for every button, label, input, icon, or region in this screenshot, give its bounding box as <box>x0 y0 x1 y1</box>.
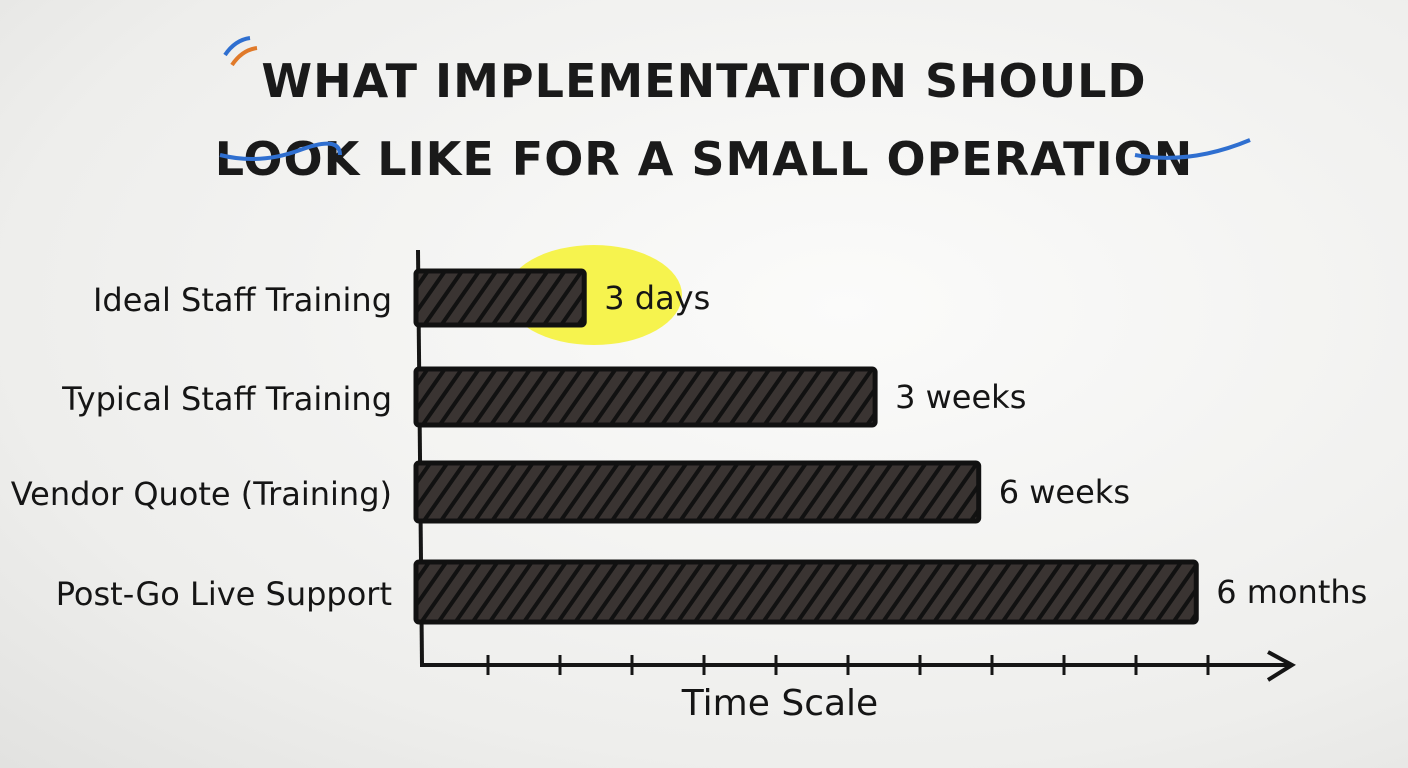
chart-title: WHAT IMPLEMENTATION SHOULD LOOK LIKE FOR… <box>214 54 1194 186</box>
value-label: 3 days <box>604 279 710 317</box>
bar <box>413 366 878 428</box>
axis-arrow <box>1266 650 1296 682</box>
category-label: Typical Staff Training <box>61 380 392 418</box>
bar <box>413 559 1199 625</box>
value-label: 3 weeks <box>895 378 1026 416</box>
decoration <box>219 141 342 161</box>
category-label: Ideal Staff Training <box>93 281 392 319</box>
decoration <box>1134 138 1251 160</box>
bar <box>413 268 587 328</box>
decoration <box>230 46 258 67</box>
bar <box>413 460 982 524</box>
category-label: Post-Go Live Support <box>56 575 392 613</box>
category-label: Vendor Quote (Training) <box>11 475 392 513</box>
value-label: 6 months <box>1216 573 1367 611</box>
decoration <box>223 36 251 57</box>
value-label: 6 weeks <box>999 473 1130 511</box>
x-axis-label: Time Scale <box>681 683 878 724</box>
